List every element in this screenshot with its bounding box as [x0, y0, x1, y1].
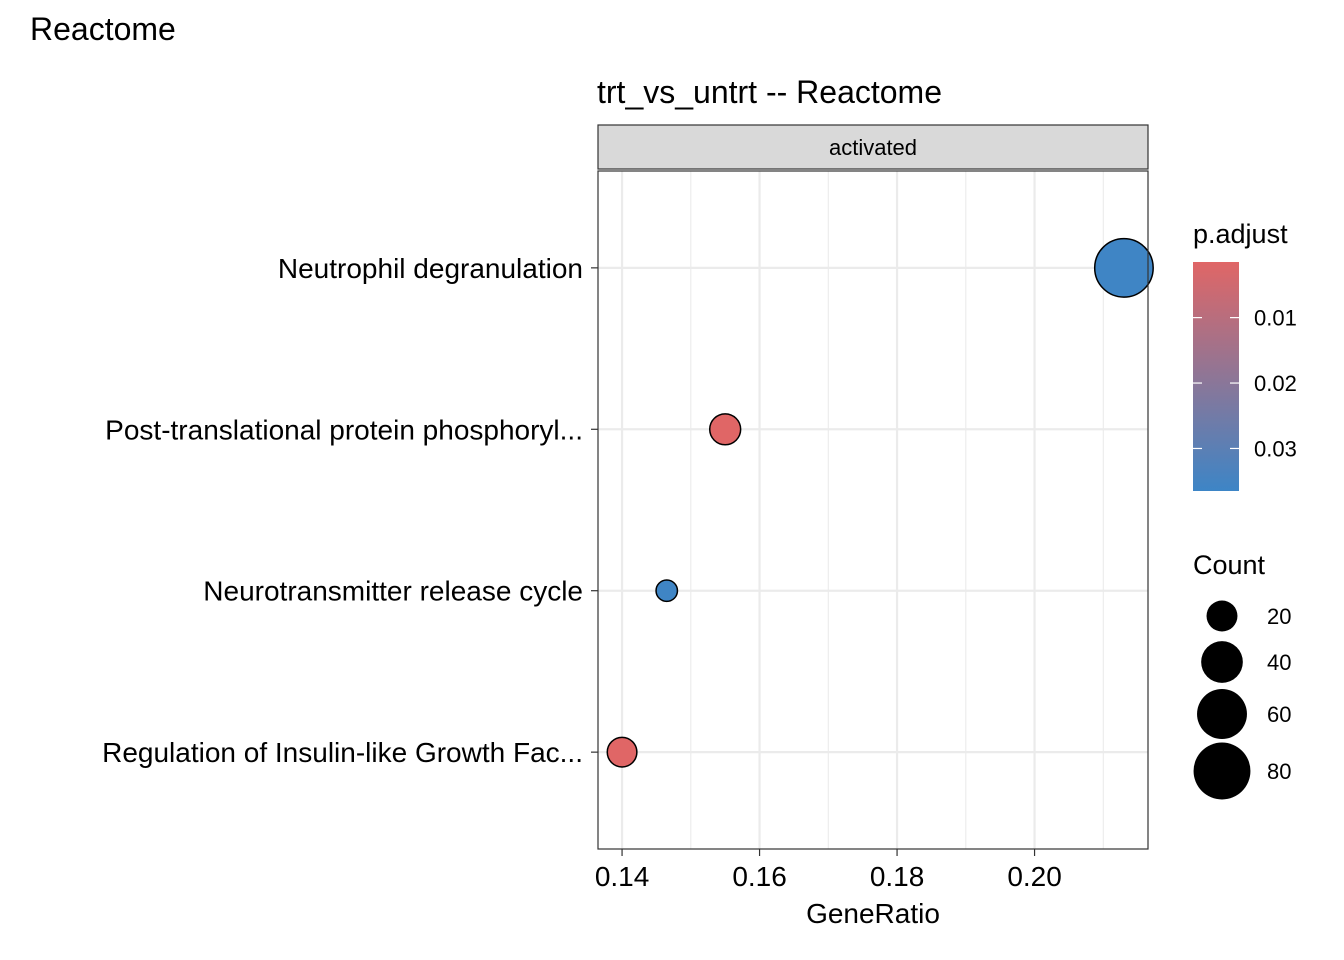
data-point: [655, 579, 679, 603]
facet-strip: [597, 124, 1149, 170]
size-legend-label: 40: [1267, 650, 1291, 675]
color-legend-label: 0.02: [1254, 371, 1297, 396]
x-tick-label: 0.18: [870, 861, 925, 892]
x-tick-label: 0.16: [732, 861, 787, 892]
page-title: Reactome: [30, 11, 176, 47]
x-axis-label: GeneRatio: [806, 898, 940, 929]
size-legend-key: [1197, 689, 1247, 739]
plot-panel: [598, 171, 1148, 849]
grid-lines: [598, 171, 1148, 849]
color-legend-label: 0.01: [1254, 306, 1297, 331]
size-legend-key: [1206, 600, 1238, 632]
data-points: [606, 237, 1154, 768]
x-tick-label: 0.14: [595, 861, 650, 892]
plot-panel-border: [597, 170, 1149, 850]
size-legend-key: [1201, 641, 1243, 683]
facet-label: activated: [829, 135, 917, 160]
color-legend-ticks: 0.01 0.02 0.03: [1193, 306, 1297, 461]
y-axis: Neutrophil degranulation Post-translation…: [102, 253, 598, 768]
y-tick-label: Post-translational protein phosphoryl...: [105, 414, 583, 445]
x-tick-label: 0.20: [1007, 861, 1062, 892]
data-point: [606, 736, 638, 768]
y-tick-label: Neutrophil degranulation: [278, 253, 583, 284]
color-legend-label: 0.03: [1254, 436, 1297, 461]
y-tick-label: Regulation of Insulin-like Growth Fac...: [102, 737, 583, 768]
x-axis: 0.14 0.16 0.18 0.20: [595, 849, 1062, 892]
size-legend-label: 20: [1267, 604, 1291, 629]
size-legend-label: 60: [1267, 702, 1291, 727]
color-legend-title: p.adjust: [1193, 219, 1288, 249]
color-legend-bar: [1193, 262, 1239, 491]
y-tick-label: Neurotransmitter release cycle: [203, 576, 583, 607]
size-legend-keys: 20 40 60 80: [1193, 600, 1291, 800]
chart-title: trt_vs_untrt -- Reactome: [597, 74, 942, 110]
data-point: [1093, 237, 1154, 298]
size-legend-label: 80: [1267, 759, 1291, 784]
data-point: [708, 413, 742, 446]
size-legend-key: [1193, 742, 1251, 800]
size-legend-title: Count: [1193, 550, 1266, 580]
